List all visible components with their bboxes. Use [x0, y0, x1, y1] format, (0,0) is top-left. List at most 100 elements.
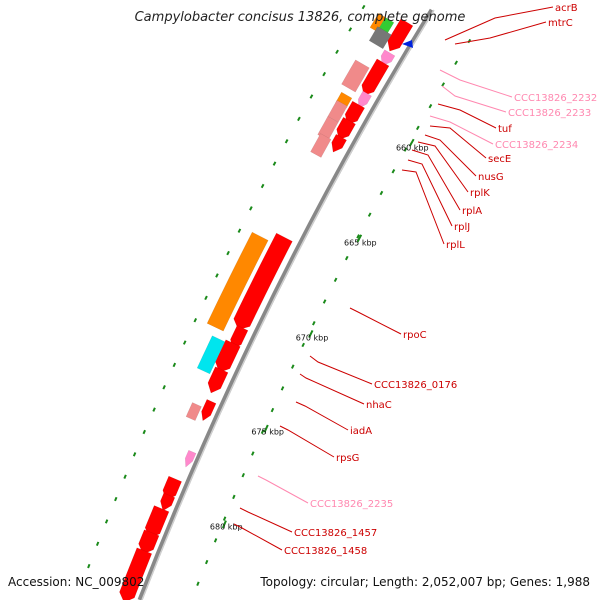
- gc-dot: [322, 299, 327, 304]
- gene-label: iadA: [350, 426, 372, 437]
- cds-feature: [310, 133, 332, 158]
- gene-label: CCC13826_2233: [508, 108, 591, 119]
- genome-title: Campylobacter concisus 13826, complete g…: [134, 10, 466, 25]
- gc-dot: [301, 342, 305, 348]
- leader-line: [437, 103, 497, 129]
- gc-dot: [182, 340, 187, 345]
- gc-dot: [361, 4, 366, 10]
- direction-arrow: [402, 40, 413, 48]
- tick-label: 670 kbp: [296, 334, 329, 343]
- gc-dot: [204, 559, 209, 565]
- gc-dot: [162, 385, 166, 390]
- gc-dot: [87, 563, 91, 569]
- gc-dot: [441, 82, 446, 87]
- gc-dot: [249, 206, 253, 211]
- tick-label: 680 kbp: [210, 523, 243, 532]
- gc-dot: [297, 116, 301, 122]
- gc-dot: [428, 103, 433, 109]
- gc-dot: [415, 125, 420, 131]
- leader-line: [233, 523, 283, 551]
- tick-mark: [308, 329, 314, 339]
- gene-label: rplL: [446, 240, 465, 251]
- gene-label: rplJ: [454, 222, 470, 233]
- gc-dot: [312, 320, 316, 326]
- gene-label: CCC13826_1458: [284, 546, 367, 557]
- gc-dot: [251, 451, 255, 456]
- cds-feature: [317, 116, 339, 141]
- gc-dot: [104, 519, 109, 524]
- features-layer: [119, 12, 414, 600]
- cds-feature: [196, 335, 226, 375]
- gene-label: nusG: [478, 172, 504, 183]
- leader-line: [349, 307, 402, 335]
- gc-dot: [284, 139, 289, 144]
- gc-dot: [260, 429, 265, 435]
- gc-dot: [114, 496, 118, 502]
- gc-dot: [226, 250, 230, 256]
- gc-dots-layer: [87, 4, 472, 586]
- gene-label: rpsG: [336, 453, 359, 464]
- cds-feature: [368, 26, 392, 50]
- gc-dot: [132, 452, 137, 457]
- leader-line: [257, 475, 309, 504]
- tick-label: 660 kbp: [396, 144, 429, 153]
- cds-feature: [185, 402, 202, 421]
- cds-feature: [160, 492, 176, 512]
- leader-line: [441, 85, 507, 113]
- ticks-layer: 660 kbp 665 kbp 670 kbp 675 kbp 680 kbp: [210, 138, 429, 532]
- gene-label: acrB: [555, 3, 578, 14]
- gc-dot: [309, 94, 314, 99]
- gene-label: tuf: [498, 124, 512, 135]
- gc-dot: [123, 474, 127, 479]
- gene-label: CCC13826_0176: [374, 380, 457, 391]
- leader-line: [239, 507, 293, 533]
- gc-dot: [367, 212, 372, 217]
- gc-dot: [172, 362, 177, 368]
- gc-dot: [322, 71, 327, 77]
- gene-label: rplK: [470, 188, 490, 199]
- tick-mark: [221, 520, 227, 529]
- gene-label: nhaC: [366, 400, 392, 411]
- gc-dot: [241, 472, 245, 478]
- tick-mark: [356, 234, 363, 243]
- gc-dot: [237, 228, 242, 233]
- gc-dot: [215, 273, 219, 278]
- gc-dot: [260, 183, 265, 189]
- cds-feature: [138, 529, 160, 555]
- gc-dot: [280, 386, 285, 391]
- cds-feature: [206, 231, 269, 332]
- backbone: [137, 8, 435, 600]
- gc-dot: [270, 407, 275, 413]
- gc-dot: [391, 169, 396, 174]
- leader-line: [439, 69, 513, 98]
- gc-dot: [232, 494, 236, 500]
- cds-feature: [380, 49, 396, 67]
- gc-dot: [344, 255, 349, 261]
- gc-dot: [152, 407, 156, 412]
- cds-feature: [369, 12, 386, 32]
- leader-line: [444, 6, 554, 41]
- leader-line: [299, 373, 365, 405]
- leader-line: [429, 125, 487, 159]
- gene-label: rplA: [462, 206, 482, 217]
- leader-line: [454, 21, 547, 45]
- cds-feature: [387, 18, 414, 52]
- leader-line: [417, 141, 469, 193]
- tick-mark: [408, 138, 415, 147]
- gc-dot: [193, 317, 198, 323]
- accession-text: Accession: NC_009802: [8, 575, 145, 589]
- gene-label: CCC13826_2235: [310, 499, 393, 510]
- gc-dot: [222, 516, 227, 521]
- cds-feature: [336, 116, 356, 140]
- cds-feature: [215, 339, 241, 373]
- gc-dot: [356, 234, 360, 239]
- leader-line: [407, 159, 453, 227]
- cds-feature: [207, 366, 229, 394]
- gene-label: CCC13826_1457: [294, 528, 377, 539]
- leader-line: [279, 425, 335, 458]
- gc-dot: [272, 161, 277, 166]
- gc-dot: [142, 429, 146, 435]
- gc-dot: [348, 27, 353, 32]
